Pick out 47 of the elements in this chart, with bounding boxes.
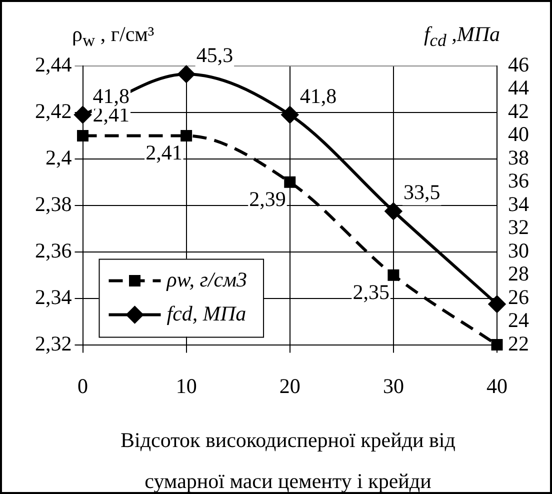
point bbox=[491, 339, 503, 351]
y-tick-label: 2,42 bbox=[35, 98, 72, 123]
point bbox=[284, 176, 296, 188]
x-tick-label: 40 bbox=[486, 374, 508, 398]
y-tick-label: 2,4 bbox=[46, 145, 72, 170]
y-tick-label: 2,44 bbox=[35, 52, 72, 77]
data-label: 41,8 bbox=[300, 84, 337, 108]
x-tick-label: 10 bbox=[176, 374, 197, 398]
data-label: 33,5 bbox=[403, 180, 440, 204]
point bbox=[384, 202, 402, 220]
point bbox=[180, 130, 192, 142]
y-tick-label: 2,36 bbox=[35, 238, 72, 262]
y2-tick-label: 32 bbox=[508, 215, 529, 240]
data-label: 2,39 bbox=[249, 187, 286, 212]
point bbox=[488, 296, 506, 313]
y2-tick-label: 38 bbox=[508, 145, 529, 170]
x-tick-label: 30 bbox=[382, 374, 404, 398]
y2-tick-label: 34 bbox=[508, 192, 530, 216]
x-tick-label: 0 bbox=[78, 374, 88, 398]
point bbox=[178, 66, 195, 83]
y2-axis-title: f$_{cd}$ ,МПа bbox=[424, 22, 500, 52]
y2-tick-label: 42 bbox=[508, 98, 529, 123]
y2-tick-label: 36 bbox=[508, 168, 529, 193]
legend-label: ρw, г/см3 bbox=[166, 267, 248, 292]
y2-tick-label: 44 bbox=[508, 76, 530, 100]
y-axis-title: ρ$_{w}$ , г/см³ bbox=[72, 22, 154, 52]
data-label: 41,8 bbox=[92, 84, 130, 108]
point bbox=[281, 106, 298, 124]
y-tick-label: 2,38 bbox=[35, 192, 72, 216]
y2-tick-label: 46 bbox=[508, 52, 529, 77]
x-tick-label: 20 bbox=[279, 374, 300, 398]
data-label: 45,3 bbox=[196, 43, 234, 68]
y2-tick-label: 22 bbox=[508, 331, 529, 356]
y-tick-label: 2,34 bbox=[35, 284, 72, 309]
legend-label: fcd, МПа bbox=[166, 301, 246, 326]
point bbox=[77, 130, 88, 142]
y2-tick-label: 28 bbox=[508, 262, 529, 286]
data-label: 2,41 bbox=[146, 140, 182, 165]
point bbox=[388, 269, 400, 281]
y2-tick-label: 40 bbox=[508, 122, 529, 146]
x-axis-title: Відсоток високодисперної крейди від сумарної маси цементу і крейди bbox=[120, 427, 456, 494]
y2-tick-label: 30 bbox=[508, 238, 529, 262]
y2-tick-label: 26 bbox=[508, 284, 529, 309]
y2-tick-label: 24 bbox=[508, 308, 530, 332]
point bbox=[74, 106, 92, 124]
data-label: 2,35 bbox=[352, 280, 390, 304]
y-tick-label: 2,32 bbox=[35, 331, 72, 356]
